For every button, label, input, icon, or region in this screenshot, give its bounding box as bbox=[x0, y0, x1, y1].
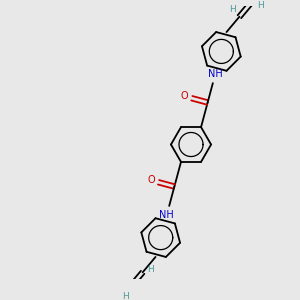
Text: NH: NH bbox=[160, 210, 174, 220]
Text: H: H bbox=[257, 2, 264, 10]
Text: H: H bbox=[122, 292, 128, 300]
Text: O: O bbox=[181, 92, 189, 101]
Text: NH: NH bbox=[208, 69, 223, 79]
Text: H: H bbox=[148, 265, 154, 274]
Text: O: O bbox=[148, 176, 155, 185]
Text: H: H bbox=[229, 5, 236, 14]
